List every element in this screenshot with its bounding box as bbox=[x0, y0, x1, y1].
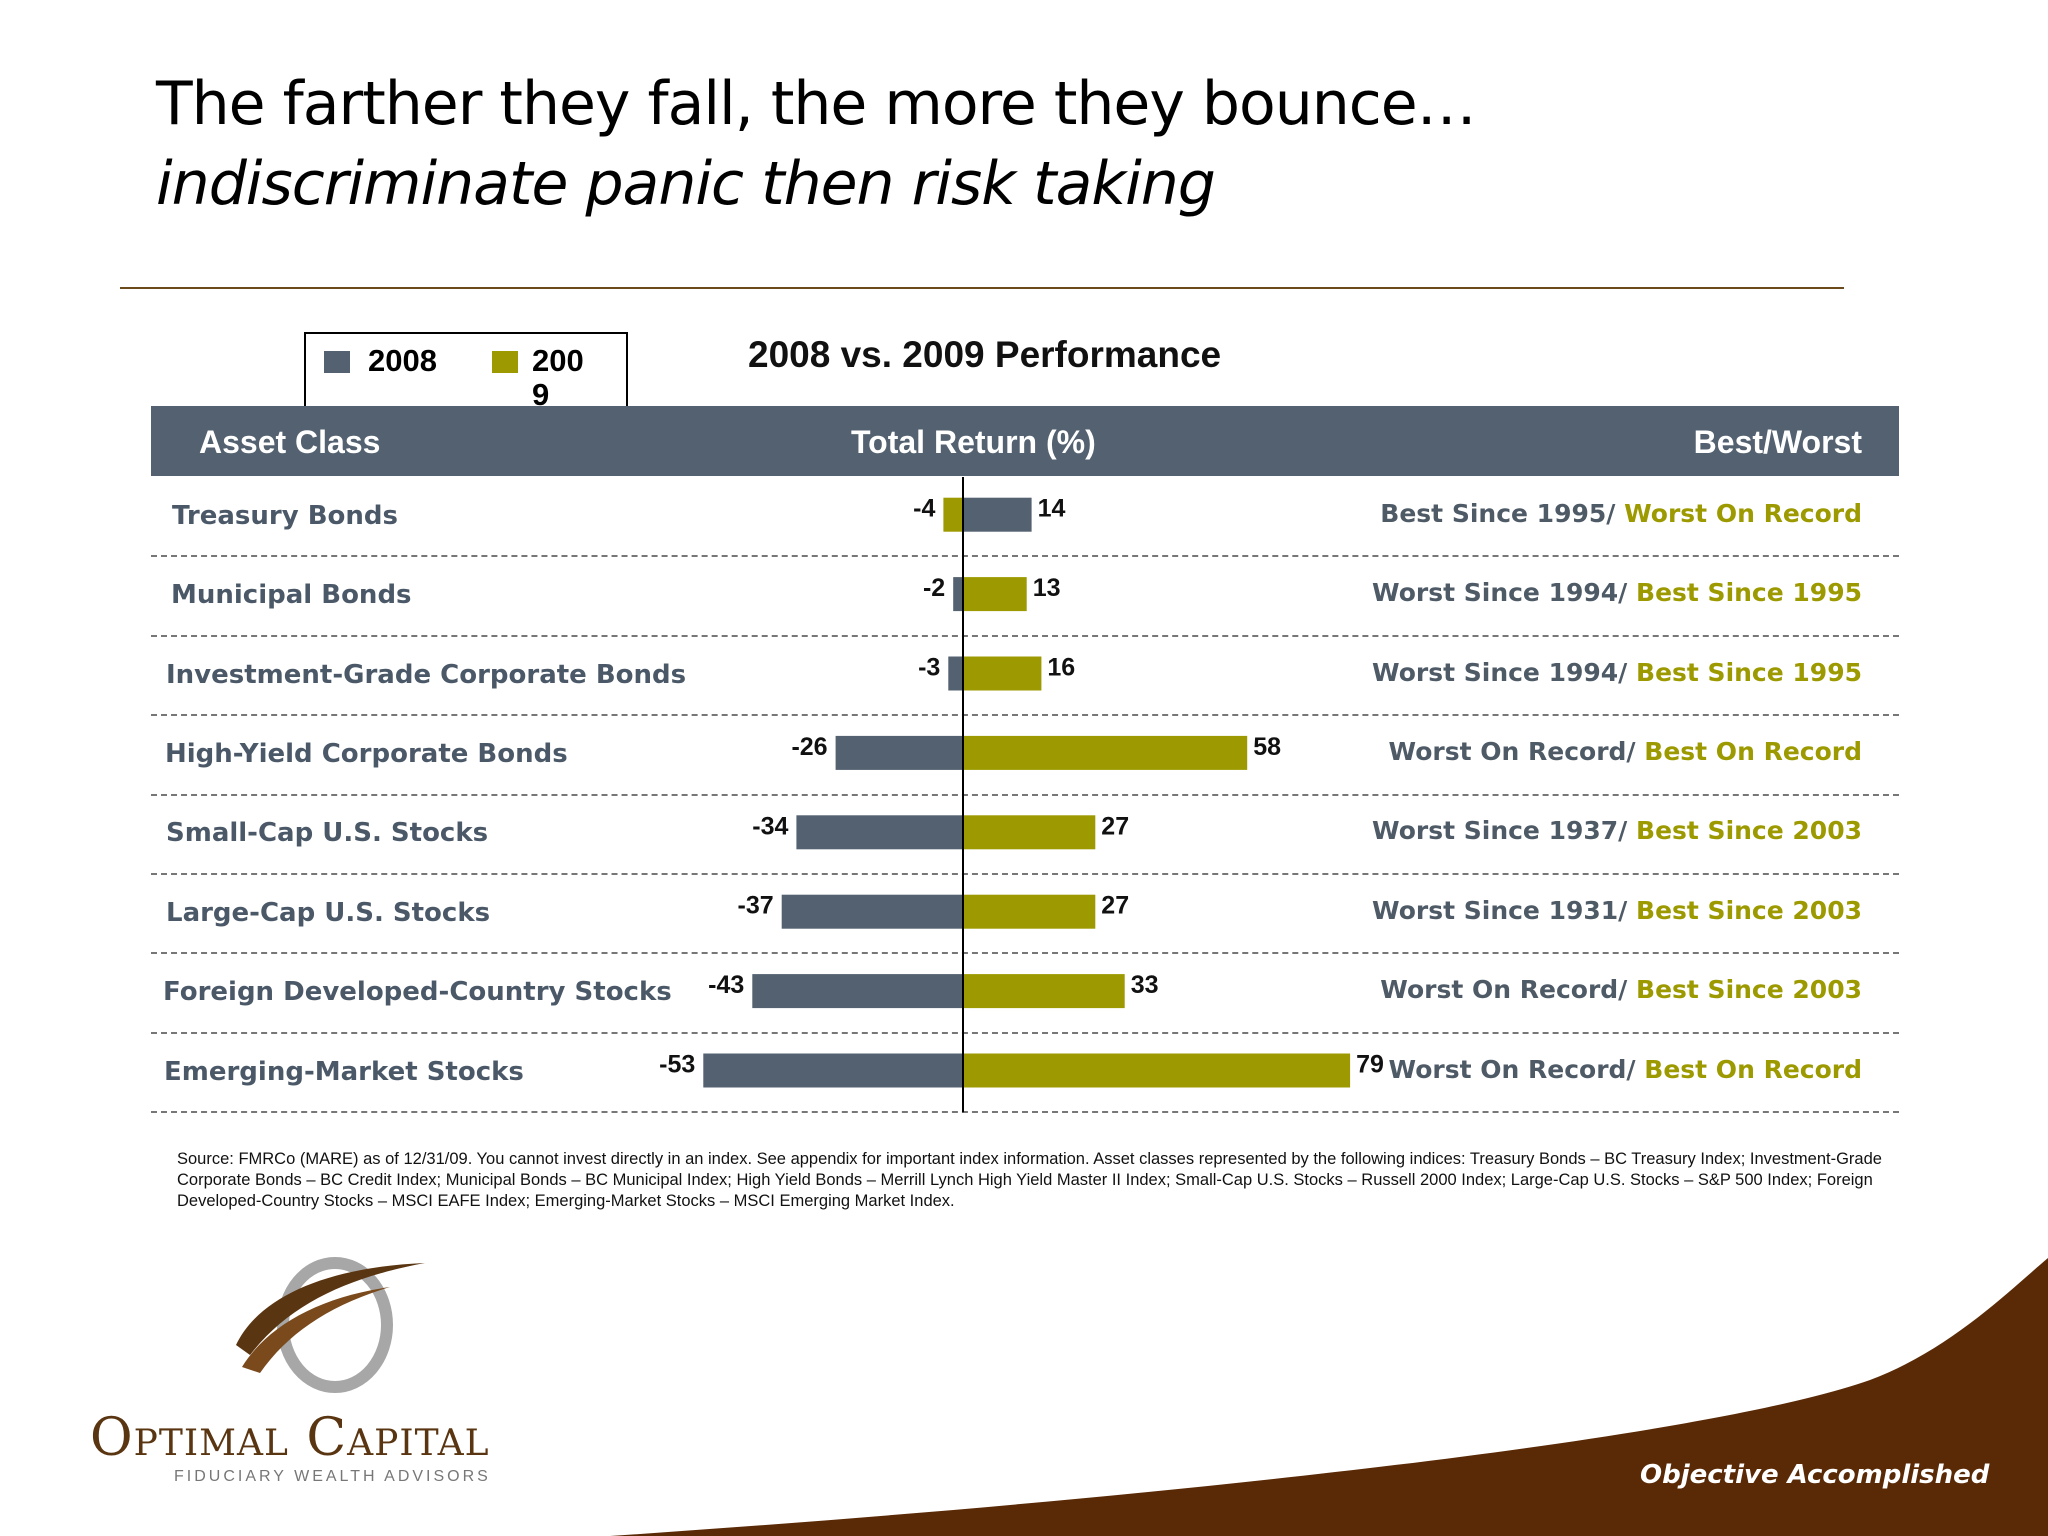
legend-label-2009-part2: 9 bbox=[532, 377, 550, 412]
bar-2008 bbox=[948, 656, 963, 691]
header-total-return: Total Return (%) bbox=[851, 424, 1096, 460]
row-separator bbox=[151, 1111, 1899, 1114]
logo-tagline: FIDUCIARY WEALTH ADVISORS bbox=[174, 1468, 491, 1485]
best-worst-label: Worst Since 1931/ Best Since 2003 bbox=[1372, 896, 1862, 925]
bar-2008 bbox=[953, 577, 963, 612]
best-worst-second: Best On Record bbox=[1644, 1054, 1862, 1084]
best-worst-second: Best Since 2003 bbox=[1636, 816, 1862, 846]
best-worst-second: Best Since 1995 bbox=[1636, 578, 1862, 608]
value-label-left: -37 bbox=[738, 892, 774, 920]
value-label-right: 27 bbox=[1101, 892, 1129, 920]
bar-2009 bbox=[963, 894, 1096, 929]
best-worst-second: Best Since 2003 bbox=[1636, 975, 1862, 1005]
asset-class-label: Investment-Grade Corporate Bonds bbox=[166, 659, 687, 690]
bar-2008 bbox=[752, 974, 963, 1009]
asset-class-label: Treasury Bonds bbox=[172, 500, 398, 531]
value-label-right: 16 bbox=[1047, 654, 1075, 682]
value-label-left: -4 bbox=[913, 495, 935, 523]
best-worst-label: Worst On Record/ Best Since 2003 bbox=[1380, 975, 1862, 1004]
best-worst-first: Worst Since 1931/ bbox=[1372, 895, 1637, 925]
bar-2009 bbox=[963, 577, 1027, 612]
bar-2009 bbox=[963, 815, 1096, 850]
asset-class-label: Large-Cap U.S. Stocks bbox=[166, 897, 491, 928]
row-separator bbox=[151, 555, 1899, 558]
best-worst-label: Worst Since 1994/ Best Since 1995 bbox=[1372, 658, 1862, 687]
header-asset-class: Asset Class bbox=[199, 424, 381, 460]
row-separator bbox=[151, 873, 1899, 875]
value-label-right: 13 bbox=[1033, 574, 1061, 602]
value-label-left: -53 bbox=[659, 1051, 695, 1079]
best-worst-first: Worst Since 1994/ bbox=[1372, 578, 1637, 608]
asset-class-label: Small-Cap U.S. Stocks bbox=[166, 818, 489, 849]
best-worst-label: Worst On Record/ Best On Record bbox=[1389, 1055, 1862, 1084]
optimal-capital-logo-mark bbox=[236, 1257, 425, 1393]
best-worst-first: Worst Since 1937/ bbox=[1372, 816, 1637, 846]
footer-tagline: Objective Accomplished bbox=[1640, 1460, 1990, 1490]
chart-title: 2008 vs. 2009 Performance bbox=[748, 334, 1222, 375]
bar-2008 bbox=[963, 497, 1032, 532]
asset-class-label: Municipal Bonds bbox=[171, 580, 412, 611]
bar-2008 bbox=[781, 894, 963, 929]
row-separator bbox=[151, 634, 1899, 637]
best-worst-label: Worst Since 1937/ Best Since 2003 bbox=[1372, 816, 1862, 845]
best-worst-first: Worst On Record/ bbox=[1380, 975, 1637, 1005]
best-worst-second: Best Since 1995 bbox=[1636, 657, 1862, 687]
legend-label-2009: 200 9 bbox=[532, 344, 584, 412]
legend-swatch-2008 bbox=[324, 351, 350, 373]
legend-label-2009-part1: 200 bbox=[532, 343, 584, 378]
logo-name: Optimal Capital bbox=[90, 1408, 490, 1468]
title-divider bbox=[120, 287, 1844, 289]
asset-class-label: Foreign Developed-Country Stocks bbox=[163, 977, 672, 1008]
best-worst-first: Best Since 1995/ bbox=[1380, 498, 1625, 528]
best-worst-label: Worst Since 1994/ Best Since 1995 bbox=[1372, 578, 1862, 607]
slide-title-line1: The farther they fall, the more they bou… bbox=[156, 69, 1477, 139]
bar-2008 bbox=[703, 1053, 963, 1088]
value-label-left: -34 bbox=[752, 812, 788, 840]
bar-2008 bbox=[796, 815, 963, 850]
value-label-left: -3 bbox=[918, 654, 940, 682]
best-worst-label: Best Since 1995/ Worst On Record bbox=[1380, 499, 1862, 528]
slide-title: The farther they fall, the more they bou… bbox=[156, 64, 1656, 224]
row-separator bbox=[151, 952, 1899, 955]
value-label-left: -26 bbox=[791, 733, 827, 761]
best-worst-second: Worst On Record bbox=[1624, 498, 1862, 528]
bar-2009 bbox=[963, 735, 1248, 770]
value-label-right: 27 bbox=[1101, 812, 1129, 840]
best-worst-second: Best Since 2003 bbox=[1636, 895, 1862, 925]
legend-swatch-2009 bbox=[492, 351, 518, 373]
header-best-worst: Best/Worst bbox=[1693, 424, 1862, 460]
asset-class-label: Emerging-Market Stocks bbox=[164, 1056, 524, 1087]
row-separator bbox=[151, 793, 1899, 796]
value-label-right: 14 bbox=[1038, 495, 1066, 523]
row-separator bbox=[151, 714, 1899, 717]
legend-label-2008: 2008 bbox=[368, 343, 437, 378]
best-worst-label: Worst On Record/ Best On Record bbox=[1389, 737, 1862, 766]
best-worst-second: Best On Record bbox=[1644, 736, 1862, 766]
value-label-left: -43 bbox=[708, 971, 744, 999]
best-worst-first: Worst Since 1994/ bbox=[1372, 657, 1637, 687]
bar-2009 bbox=[963, 974, 1125, 1009]
bar-2008 bbox=[835, 735, 963, 770]
table-header: Asset Class Total Return (%) Best/Worst bbox=[151, 406, 1899, 476]
value-label-left: -2 bbox=[923, 574, 945, 602]
asset-class-label: High-Yield Corporate Bonds bbox=[165, 738, 568, 769]
best-worst-first: Worst On Record/ bbox=[1388, 736, 1645, 766]
best-worst-first: Worst On Record/ bbox=[1388, 1054, 1645, 1084]
source-footnote: Source: FMRCo (MARE) as of 12/31/09. You… bbox=[177, 1150, 1882, 1210]
row-separator bbox=[151, 1031, 1899, 1034]
slide-title-line2: indiscriminate panic then risk taking bbox=[156, 149, 1216, 219]
bar-2009 bbox=[963, 1053, 1351, 1088]
bar-2009 bbox=[963, 656, 1042, 691]
bar-2009 bbox=[943, 497, 963, 532]
value-label-right: 33 bbox=[1131, 971, 1159, 999]
value-label-right: 79 bbox=[1356, 1051, 1384, 1079]
value-label-right: 58 bbox=[1253, 733, 1281, 761]
chart-legend: 2008 200 9 bbox=[304, 332, 628, 420]
